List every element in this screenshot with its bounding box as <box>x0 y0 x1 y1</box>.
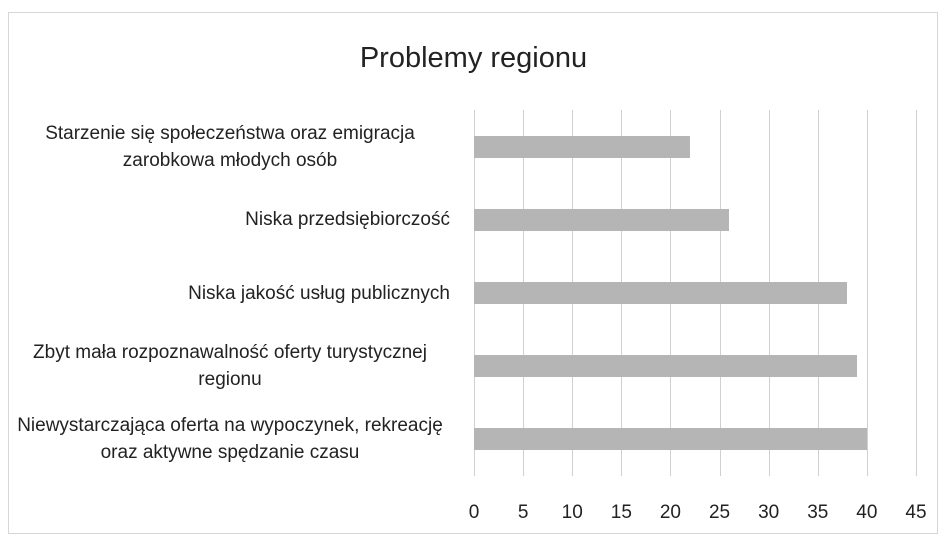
x-tick-label: 20 <box>659 502 682 523</box>
y-tick-label: Niewystarczająca oferta na wypoczynek, r… <box>17 415 443 464</box>
x-tick-label: 10 <box>561 502 583 523</box>
category-label-box: Zbyt mała rozpoznawalność oferty turysty… <box>10 331 450 401</box>
x-tick-label: 0 <box>468 502 480 523</box>
x-tick-label: 15 <box>610 502 632 523</box>
grid-line <box>916 110 917 476</box>
x-tick-label: 30 <box>758 502 780 523</box>
y-tick-label: Starzenie się społeczeństwa oraz emigrac… <box>45 122 415 171</box>
bar <box>474 135 691 158</box>
category-label-box: Niska jakość usług publicznych <box>10 258 450 328</box>
x-tick-label: 45 <box>905 502 927 523</box>
chart-title: Problemy regionu <box>359 42 588 74</box>
category-label-box: Niska przedsiębiorczość <box>10 185 450 255</box>
x-tick-label: 40 <box>856 502 878 523</box>
y-tick-label: Niska przedsiębiorczość <box>245 209 450 231</box>
y-tick-label: Zbyt mała rozpoznawalność oferty turysty… <box>33 342 427 391</box>
bar <box>474 355 858 378</box>
y-tick-label: Niska jakość usług publicznych <box>188 282 450 304</box>
bar <box>474 208 730 231</box>
category-label-box: Niewystarczająca oferta na wypoczynek, r… <box>10 404 450 474</box>
chart-frame <box>8 12 938 534</box>
category-label-box: Starzenie się społeczeństwa oraz emigrac… <box>10 112 450 182</box>
x-tick-label: 25 <box>708 502 731 523</box>
grid-line <box>866 110 868 476</box>
bar <box>474 282 848 304</box>
x-tick-label: 5 <box>517 502 529 523</box>
x-tick-label: 35 <box>807 502 829 523</box>
bar <box>474 428 867 451</box>
